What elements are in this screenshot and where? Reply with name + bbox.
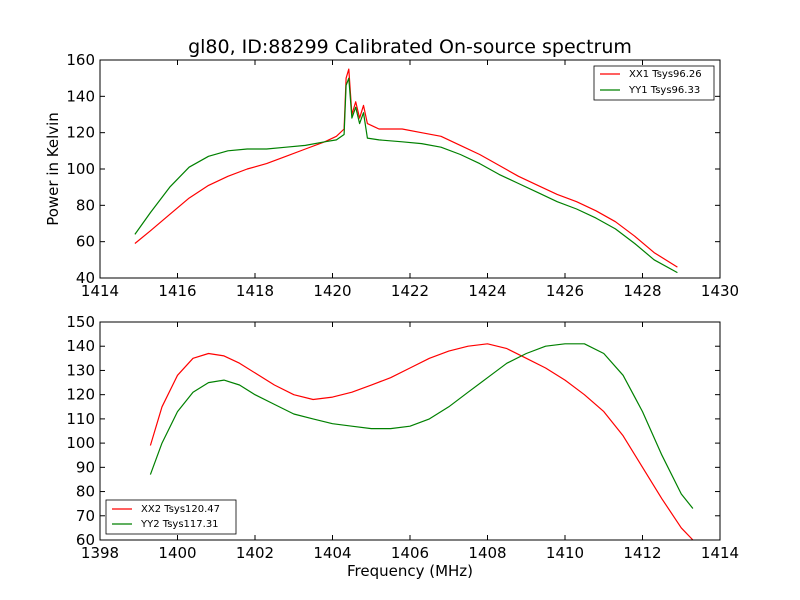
bottom-x-tick-label: 1412 xyxy=(623,544,661,562)
bottom-legend-box xyxy=(105,499,237,535)
top-y-tick-label: 80 xyxy=(76,196,95,214)
series-line-yy1 xyxy=(134,77,678,274)
bottom-x-tick-label: 1398 xyxy=(81,544,119,562)
bottom-y-tick-label: 120 xyxy=(66,386,95,404)
y-axis-label: Power in Kelvin xyxy=(44,112,62,226)
top-x-tick-label: 1426 xyxy=(546,282,584,300)
bottom-x-tick-label: 1400 xyxy=(158,544,196,562)
top-y-tick-label: 140 xyxy=(66,87,95,105)
top-y-tick-label: 40 xyxy=(76,269,95,287)
top-chart-panel: gl80, ID:88299 Calibrated On-source spec… xyxy=(44,36,739,300)
chart-title: gl80, ID:88299 Calibrated On-source spec… xyxy=(188,36,632,58)
top-y-tick-label: 100 xyxy=(66,160,95,178)
top-x-tick-label: 1414 xyxy=(81,282,119,300)
bottom-y-tick-label: 60 xyxy=(76,531,95,549)
series-line-xx2 xyxy=(149,343,694,541)
bottom-y-tick-label: 110 xyxy=(66,410,95,428)
series-line-yy2 xyxy=(149,343,694,509)
top-y-tick-label: 120 xyxy=(66,124,95,142)
bottom-x-tick-label: 1414 xyxy=(701,544,739,562)
x-axis-label: Frequency (MHz) xyxy=(347,562,473,580)
bottom-x-tick-label: 1404 xyxy=(313,544,351,562)
top-x-tick-label: 1430 xyxy=(701,282,739,300)
legend-label-yy1: YY1 Tsys96.33 xyxy=(628,85,700,96)
top-x-tick-label: 1424 xyxy=(468,282,506,300)
top-x-tick-label: 1418 xyxy=(236,282,274,300)
top-y-tick-label: 160 xyxy=(66,51,95,69)
bottom-chart-panel: Frequency (MHz) 1398 1400 1402 1404 1406 1408… xyxy=(66,313,739,580)
top-legend: XX1 Tsys96.26 YY1 Tsys96.33 xyxy=(593,65,715,101)
top-x-tick-label: 1420 xyxy=(313,282,351,300)
top-plot-frame xyxy=(99,59,721,279)
bottom-axis-ticks: 1398 1400 1402 1404 1406 1408 1410 1412 1414 60 70… xyxy=(66,313,739,562)
bottom-x-tick-label: 1410 xyxy=(546,544,584,562)
top-x-tick-label: 1416 xyxy=(158,282,196,300)
bottom-y-tick-label: 150 xyxy=(66,313,95,331)
legend-label-xx1: XX1 Tsys96.26 xyxy=(629,69,702,80)
top-axis-ticks: 1414 1416 1418 1420 1422 1424 1426 1428 1430 40 60… xyxy=(66,51,739,300)
bottom-legend: XX2 Tsys120.47 YY2 Tsys117.31 xyxy=(105,499,237,535)
top-legend-box xyxy=(593,65,715,101)
legend-label-xx2: XX2 Tsys120.47 xyxy=(141,504,220,515)
bottom-y-tick-label: 70 xyxy=(76,507,95,525)
bottom-y-tick-label: 90 xyxy=(76,458,95,476)
bottom-plot-frame xyxy=(99,321,721,541)
bottom-y-tick-label: 100 xyxy=(66,434,95,452)
legend-label-yy2: YY2 Tsys117.31 xyxy=(140,519,219,530)
bottom-y-tick-label: 80 xyxy=(76,483,95,501)
series-line-xx1 xyxy=(134,68,678,268)
bottom-x-tick-label: 1402 xyxy=(236,544,274,562)
bottom-x-tick-label: 1406 xyxy=(391,544,429,562)
top-y-tick-label: 60 xyxy=(76,233,95,251)
bottom-y-tick-label: 130 xyxy=(66,361,95,379)
bottom-series-layer xyxy=(149,343,694,541)
top-x-tick-label: 1428 xyxy=(623,282,661,300)
bottom-y-tick-label: 140 xyxy=(66,337,95,355)
top-series-layer xyxy=(134,68,678,274)
top-x-tick-label: 1422 xyxy=(391,282,429,300)
bottom-x-tick-label: 1408 xyxy=(468,544,506,562)
